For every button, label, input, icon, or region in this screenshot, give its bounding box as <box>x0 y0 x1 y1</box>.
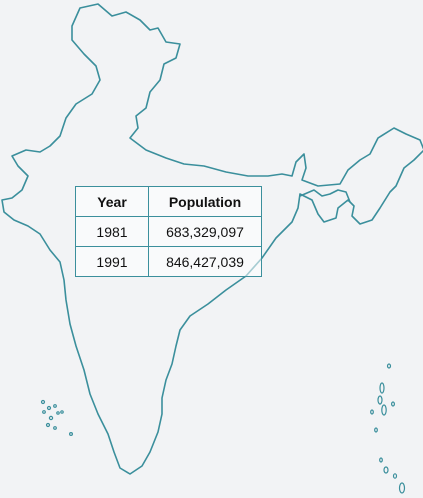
table-row: 1991 846,427,039 <box>76 247 262 277</box>
year-header: Year <box>76 187 149 217</box>
table-row: 1981 683,329,097 <box>76 217 262 247</box>
andaman-nicobar-islands <box>371 364 405 493</box>
year-cell: 1981 <box>76 217 149 247</box>
table-header-row: Year Population <box>76 187 262 217</box>
lakshadweep-islands <box>42 401 73 436</box>
year-cell: 1991 <box>76 247 149 277</box>
population-cell: 846,427,039 <box>149 247 262 277</box>
northeast-outline <box>300 190 350 202</box>
population-table: Year Population 1981 683,329,097 1991 84… <box>75 186 262 277</box>
population-header: Population <box>149 187 262 217</box>
population-cell: 683,329,097 <box>149 217 262 247</box>
